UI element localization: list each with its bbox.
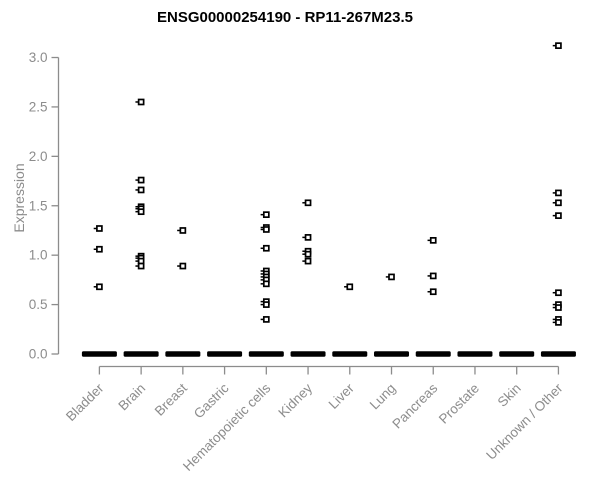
zero-cluster-bar bbox=[165, 351, 201, 357]
x-tick-label: Brain bbox=[115, 381, 148, 414]
x-tick-label: Liver bbox=[326, 380, 358, 412]
y-tick-label: 2.5 bbox=[29, 99, 48, 114]
zero-cluster-bar bbox=[332, 351, 368, 357]
data-point-marker bbox=[346, 283, 354, 291]
data-point-marker bbox=[304, 234, 312, 241]
data-point-marker bbox=[555, 212, 562, 219]
data-point-marker bbox=[304, 199, 312, 207]
x-tick-label: Unknown / Other bbox=[483, 380, 566, 463]
zero-cluster-bar bbox=[290, 351, 326, 357]
data-point-marker bbox=[555, 189, 562, 197]
x-tick-label: Lung bbox=[367, 381, 399, 413]
data-point-marker bbox=[555, 289, 562, 297]
x-tick-label: Breast bbox=[152, 380, 190, 418]
x-tick-label: Bladder bbox=[63, 380, 107, 424]
data-point-marker bbox=[304, 250, 312, 258]
data-point-marker bbox=[304, 257, 312, 265]
data-point-marker bbox=[137, 186, 145, 194]
zero-cluster-bar bbox=[374, 351, 410, 357]
y-tick-label: 1.5 bbox=[29, 198, 48, 213]
data-point-marker bbox=[429, 288, 437, 296]
data-point-marker bbox=[262, 280, 270, 288]
data-point-marker bbox=[262, 211, 270, 218]
data-point-marker bbox=[555, 42, 562, 50]
data-point-marker bbox=[429, 236, 437, 244]
zero-cluster-bar bbox=[415, 351, 451, 357]
data-point-marker bbox=[262, 316, 270, 323]
x-tick-label: Kidney bbox=[275, 380, 315, 420]
zero-cluster-bar bbox=[123, 351, 159, 357]
data-point-marker bbox=[137, 98, 145, 106]
data-point-marker bbox=[179, 262, 187, 270]
y-tick-label: 2.0 bbox=[29, 149, 48, 164]
x-tick-label: Prostate bbox=[436, 381, 482, 427]
zero-cluster-bar bbox=[248, 351, 284, 357]
zero-cluster-bar bbox=[457, 351, 493, 357]
data-point-marker bbox=[262, 244, 270, 252]
data-point-marker bbox=[555, 199, 562, 207]
x-tick-label: Pancreas bbox=[389, 380, 440, 431]
data-point-marker bbox=[262, 226, 270, 233]
data-point-marker bbox=[555, 304, 562, 311]
data-point-marker bbox=[96, 245, 103, 253]
y-tick-label: 3.0 bbox=[29, 50, 48, 65]
data-point-marker bbox=[137, 176, 145, 184]
zero-cluster-bar bbox=[540, 351, 576, 357]
chart-title: ENSG00000254190 - RP11-267M23.5 bbox=[157, 9, 413, 26]
data-point-marker bbox=[137, 208, 145, 216]
y-tick-label: 0.5 bbox=[29, 297, 48, 312]
data-point-marker bbox=[96, 225, 103, 232]
y-axis-title: Expression bbox=[11, 163, 27, 232]
data-point-marker bbox=[388, 273, 395, 281]
data-point-marker bbox=[555, 319, 562, 326]
data-point-marker bbox=[179, 227, 187, 234]
data-point-marker bbox=[137, 262, 145, 270]
zero-cluster-bar bbox=[207, 351, 243, 357]
y-tick-label: 0.0 bbox=[29, 347, 48, 362]
y-tick-label: 1.0 bbox=[29, 248, 48, 263]
x-tick-label: Gastric bbox=[191, 380, 232, 421]
x-tick-label: Skin bbox=[495, 381, 524, 410]
zero-cluster-bar bbox=[81, 351, 117, 357]
data-point-marker bbox=[96, 283, 103, 291]
data-point-marker bbox=[262, 301, 270, 308]
data-point-marker bbox=[429, 272, 437, 280]
plot-area: 0.0 0.5 1.0 1.5 2.0 2.5 3.0 Bladder Brain Breast G… bbox=[29, 42, 576, 474]
zero-cluster-bar bbox=[499, 351, 535, 357]
